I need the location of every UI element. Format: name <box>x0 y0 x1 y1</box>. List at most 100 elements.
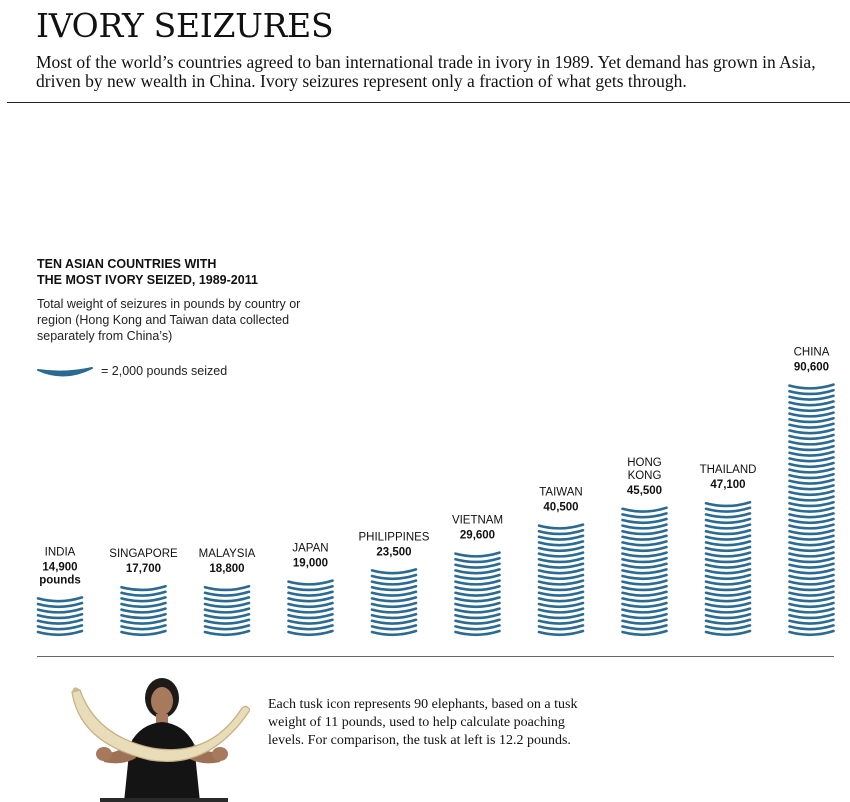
tusk-icon <box>203 612 251 620</box>
tusk-icon <box>537 624 585 631</box>
tusk-icon <box>704 584 752 592</box>
tusk-icon <box>621 556 668 564</box>
tusk-icon <box>120 596 167 603</box>
tusk-icon <box>287 607 334 614</box>
tusk-icon <box>788 456 835 463</box>
tusk-icon <box>788 444 835 452</box>
tusk-icon <box>704 579 752 586</box>
tusk-icon <box>454 568 501 575</box>
tusk-icon <box>203 590 251 597</box>
tusk-icon <box>537 607 585 614</box>
tusk-icon <box>621 601 668 609</box>
tusk-icon <box>454 562 501 569</box>
category-label: KONG <box>628 470 662 482</box>
tusk-icon <box>454 584 501 592</box>
tusk-icon <box>203 601 251 609</box>
tusk-icon <box>287 579 334 586</box>
bar-taiwan: 40,500 TAIWAN <box>537 487 585 637</box>
tusk-icon <box>621 523 668 530</box>
tusk-icon <box>454 590 501 597</box>
tusk-icon <box>704 534 752 541</box>
bar-philippines: 23,500 PHILIPPINES <box>359 531 430 637</box>
chart-heading: TEN ASIAN COUNTRIES WITH THE MOST IVORY … <box>37 256 258 288</box>
tusk-icon <box>704 607 752 614</box>
tusk-icon <box>370 629 418 637</box>
tusk-icon <box>287 624 334 631</box>
tusk-icon <box>788 517 835 525</box>
tusk-icon <box>454 579 501 586</box>
tusk-icon <box>621 584 668 592</box>
tusk-icon <box>788 461 835 469</box>
person-body <box>124 722 200 802</box>
tusk-icon <box>36 596 84 603</box>
value-label: 90,600 <box>794 362 829 374</box>
tusk-icon <box>36 618 84 625</box>
tusk-icon <box>704 523 752 530</box>
tusk-icon <box>704 612 752 620</box>
unit-label: pounds <box>39 574 81 586</box>
tusk-icon <box>788 450 835 457</box>
value-label: 45,500 <box>627 485 662 497</box>
tusk-icon <box>704 562 752 569</box>
tusk-icon <box>537 579 585 586</box>
tusk-icon <box>454 573 501 581</box>
tusk-icon <box>788 584 835 592</box>
person-face <box>151 687 173 715</box>
tusk-icon <box>621 528 668 536</box>
tusk-icon <box>788 573 835 581</box>
tusk-icon <box>621 551 668 558</box>
tusk-icon <box>704 568 752 575</box>
ivory-tusk <box>71 689 250 762</box>
tusk-icon <box>370 573 418 581</box>
tusk-icon <box>788 590 835 597</box>
tusk-icon <box>788 568 835 575</box>
tusk-icon <box>621 612 668 620</box>
tusk-icon <box>537 528 585 536</box>
tusk-icon <box>788 388 835 396</box>
tusk-icon <box>788 428 835 435</box>
tusk-icon <box>370 601 418 609</box>
value-label: 47,100 <box>710 479 745 491</box>
value-label: 23,500 <box>376 546 411 558</box>
tusk-icon <box>370 584 418 592</box>
tusk-icon <box>704 573 752 581</box>
tusk-icon <box>36 601 84 609</box>
tusk-icon <box>537 584 585 592</box>
tusk-icon <box>704 517 752 525</box>
value-label: 40,500 <box>543 502 578 514</box>
tusk-icon <box>704 556 752 564</box>
category-label: INDIA <box>45 546 76 558</box>
tusk-icon <box>621 540 668 547</box>
tusk-icon <box>788 411 835 418</box>
tusk-icon <box>537 590 585 597</box>
top-divider <box>7 102 850 103</box>
tusk-icon <box>537 540 585 547</box>
tusk-icon <box>788 495 835 502</box>
bar-singapore: 17,700 SINGAPORE <box>109 548 178 637</box>
category-label: TAIWAN <box>539 487 582 499</box>
tusk-icon <box>704 590 752 597</box>
tusk-icon <box>621 579 668 586</box>
tusk-icon <box>287 590 334 597</box>
tusk-icon <box>203 584 251 592</box>
tusk-icon <box>370 596 418 603</box>
tusk-icon <box>621 506 668 513</box>
tusk-icon <box>537 556 585 564</box>
tusk-icon <box>370 607 418 614</box>
tusk-icon <box>120 629 167 637</box>
category-label: HONG <box>627 457 662 469</box>
tusk-icon <box>287 629 334 637</box>
value-label: 17,700 <box>126 563 161 575</box>
tusk-icon <box>454 612 501 620</box>
tusk-icon <box>788 540 835 547</box>
tusk-icon <box>621 512 668 519</box>
tusk-icon <box>788 400 835 407</box>
tusk-icon <box>788 596 835 603</box>
tusk-icon <box>537 534 585 541</box>
tusk-icon <box>454 624 501 631</box>
bar-japan: 19,000 JAPAN <box>287 543 334 637</box>
tusk-icon <box>788 422 835 429</box>
intro-text: Most of the world’s countries agreed to … <box>36 52 816 91</box>
tusk-icon <box>788 439 835 446</box>
